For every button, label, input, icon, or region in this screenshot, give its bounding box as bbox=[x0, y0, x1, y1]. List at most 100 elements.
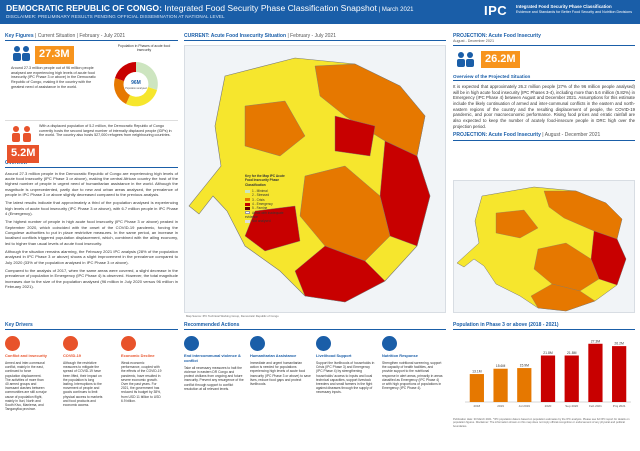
ipc-logo-text: Integrated Food Security Phase Classific… bbox=[516, 4, 634, 14]
figure-27m-text: Around 27.3 million people out of 96 mil… bbox=[11, 65, 96, 89]
bar bbox=[493, 368, 508, 402]
action-end-violence: End intercommunal violence & conflict Ta… bbox=[184, 336, 245, 391]
peace-icon bbox=[184, 336, 199, 351]
bar bbox=[469, 374, 484, 402]
projected-overview-title: Overview of the Projected Situation bbox=[453, 73, 531, 79]
people-icon bbox=[455, 51, 477, 68]
action-name: Nutrition Response bbox=[382, 353, 418, 358]
population-donut: 96M Population analysed bbox=[114, 61, 158, 106]
page-header: DEMOCRATIC REPUBLIC OF CONGO: Integrated… bbox=[0, 0, 640, 24]
driver-name: Conflict and insecurity bbox=[5, 353, 47, 358]
bottom-section: Key Drivers Conflict and insecurity Arme… bbox=[0, 322, 640, 451]
people-icon bbox=[11, 44, 33, 63]
projection-map bbox=[453, 180, 635, 313]
driver-text: Although the restrictive measures to mit… bbox=[63, 360, 103, 408]
bar bbox=[540, 355, 556, 402]
title-main: Integrated Food Security Phase Classific… bbox=[161, 3, 377, 13]
bar bbox=[612, 346, 627, 402]
category-label: 2018 bbox=[474, 404, 481, 408]
action-name: Humanitarian Assistance bbox=[250, 353, 297, 358]
figure-5m: 5.2M bbox=[7, 144, 40, 163]
bar-value-label: 15.9M bbox=[520, 364, 530, 368]
disclaimer-text: DISCLAIMER: PRELIMINARY RESULTS PENDING … bbox=[6, 14, 225, 19]
action-text: Immediate and urgent humanitarian action… bbox=[250, 360, 311, 386]
pie-title: Population in Phases of acute food insec… bbox=[117, 43, 171, 53]
map-source: Map Source: IPC Technical Working Group,… bbox=[186, 314, 279, 318]
driver-conflict: Conflict and insecurity Armed and inter-… bbox=[5, 336, 47, 412]
figure-5m-text: With a displaced population of 5.2 milli… bbox=[39, 123, 172, 138]
category-label: 2020 bbox=[545, 404, 552, 408]
driver-name: COVID-19 bbox=[63, 353, 81, 358]
category-label: Sep 2020 bbox=[565, 404, 578, 408]
left-column: Key Figures | Current Situation | Februa… bbox=[5, 33, 178, 292]
bar-value-label: 13.1M bbox=[472, 370, 482, 374]
pie-block: Population in Phases of acute food insec… bbox=[101, 44, 177, 112]
virus-icon bbox=[63, 336, 78, 351]
pie-center-label: Population analysed bbox=[125, 87, 147, 90]
driver-name: Economic Decline bbox=[121, 353, 155, 358]
aid-icon bbox=[250, 336, 265, 351]
legend-item: 5 - Famine bbox=[245, 206, 287, 210]
title-date: | March 2021 bbox=[376, 7, 414, 13]
driver-economy: Economic Decline Weak economic performan… bbox=[121, 336, 163, 403]
category-label: 2019 bbox=[497, 404, 504, 408]
action-name: Livelihood Support bbox=[316, 353, 352, 358]
pie-center-value: 96M bbox=[131, 80, 141, 86]
divider bbox=[5, 329, 178, 330]
population-bar-chart: 13.1M 2018 15.6M 2019 15.9M Jul 2019 21.8M 2020… bbox=[465, 339, 631, 408]
bar-value-label: 27.3M bbox=[591, 339, 601, 343]
divider bbox=[5, 40, 178, 41]
divider bbox=[453, 329, 635, 330]
action-name: End intercommunal violence & conflict bbox=[184, 353, 241, 363]
divider bbox=[453, 139, 635, 141]
livelihood-icon bbox=[316, 336, 331, 351]
action-livelihood: Livelihood Support Support the livelihoo… bbox=[316, 336, 377, 395]
category-label: Proj 2021 bbox=[613, 404, 626, 408]
category-label: Feb 2021 bbox=[589, 404, 602, 408]
driver-text: Weak economic performance, coupled with … bbox=[121, 360, 162, 403]
projection-map-title: PROJECTION: Acute Food Insecurity | Augu… bbox=[453, 132, 601, 139]
projection-title: PROJECTION: Acute Food Insecurity bbox=[453, 33, 541, 39]
population-chart-block: Population in Phase 3 or above (2018 - 2… bbox=[453, 322, 635, 428]
overview-p4: Although the situation remains alarming,… bbox=[5, 248, 178, 265]
figure-26m: 26.2M bbox=[481, 50, 520, 69]
bar-value-label: 21.8M bbox=[543, 351, 553, 355]
bar bbox=[564, 355, 579, 402]
ipc-logo: IPC bbox=[484, 3, 508, 18]
recommended-actions-title: Recommended Actions bbox=[184, 322, 240, 328]
legend-title: Key for the Map IPC Acute Food Insecurit… bbox=[245, 174, 285, 187]
bar-value-label: 21.8M bbox=[567, 351, 577, 355]
nutrition-icon bbox=[382, 336, 397, 351]
bar-value-label: 15.6M bbox=[496, 364, 506, 368]
overview-p1: Around 27.3 million people in the Democr… bbox=[5, 170, 178, 197]
bar bbox=[517, 368, 532, 402]
bar bbox=[588, 343, 603, 402]
key-drivers-title: Key Drivers bbox=[5, 322, 33, 328]
current-map-legend: Key for the Map IPC Acute Food Insecurit… bbox=[245, 174, 287, 223]
overview-p5: Compared to the analysis of 2017, when t… bbox=[5, 267, 178, 289]
title-country: DEMOCRATIC REPUBLIC OF CONGO: bbox=[6, 3, 162, 13]
divider bbox=[5, 167, 178, 168]
overview-p2: The latest results indicate that approxi… bbox=[5, 200, 178, 216]
right-column: PROJECTION: Acute Food Insecurity August… bbox=[453, 33, 635, 313]
current-map-drawing bbox=[188, 57, 431, 303]
current-map-title: CURRENT: Acute Food Insecurity Situation… bbox=[184, 33, 336, 39]
current-map: Key for the Map IPC Acute Food Insecurit… bbox=[184, 45, 446, 313]
displaced-people-icon bbox=[9, 124, 35, 145]
legend-item: 1 - Minimal bbox=[245, 189, 287, 193]
driver-covid: COVID-19 Although the restrictive measur… bbox=[63, 336, 105, 407]
legend-item: 2 - Stressed bbox=[245, 193, 287, 197]
chart-footnote: Publication date: 30 March 2021. *IPC po… bbox=[453, 418, 630, 428]
driver-text: Armed and inter-communal conflict, mainl… bbox=[5, 360, 47, 412]
page-title: DEMOCRATIC REPUBLIC OF CONGO: Integrated… bbox=[6, 3, 414, 15]
projected-overview-text: It is expected that approximately 26.2 m… bbox=[453, 83, 635, 129]
middle-column: CURRENT: Acute Food Insecurity Situation… bbox=[184, 33, 446, 318]
logo-line-1: Integrated Food Security Phase Classific… bbox=[516, 4, 612, 9]
legend-item: Areas with inadequate evidence bbox=[245, 210, 284, 219]
population-chart-title: Population in Phase 3 or above (2018 - 2… bbox=[453, 322, 559, 328]
overview-p3: The highest number of people in high acu… bbox=[5, 219, 178, 246]
action-text: Support the livelihoods of households in… bbox=[316, 360, 375, 395]
conflict-icon bbox=[5, 336, 20, 351]
overview-title: Overview bbox=[5, 159, 28, 166]
divider bbox=[184, 40, 446, 41]
